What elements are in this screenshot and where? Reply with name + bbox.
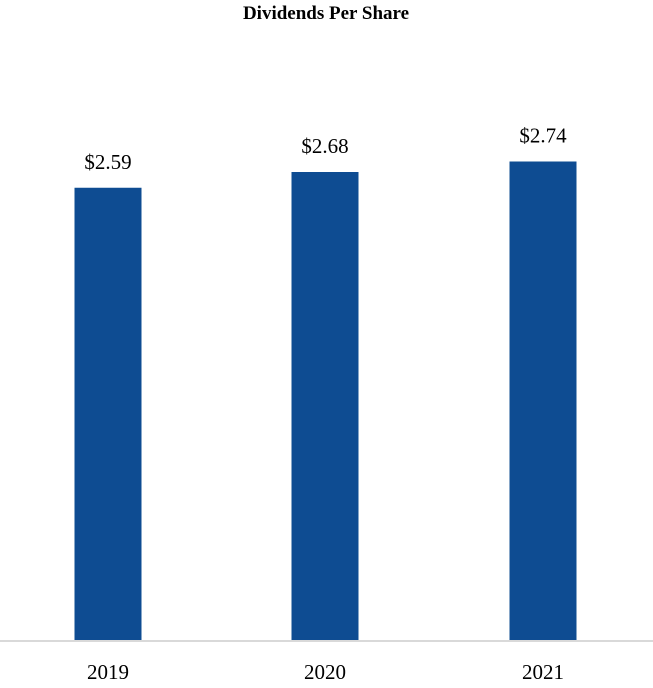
bars-layer <box>74 161 577 641</box>
bar-2020 <box>291 172 359 641</box>
bar-2019 <box>74 187 142 641</box>
x-tick-label-2020: 2020 <box>304 660 346 684</box>
data-label-2021: $2.74 <box>519 124 567 148</box>
data-label-2019: $2.59 <box>84 150 131 174</box>
labels-layer: $2.59 2019 $2.68 2020 $2.74 2021 <box>84 124 567 685</box>
chart-title: Dividends Per Share <box>243 3 409 24</box>
data-label-2020: $2.68 <box>301 134 348 158</box>
x-tick-label-2021: 2021 <box>522 660 564 684</box>
bar-2021 <box>509 161 577 641</box>
x-tick-label-2019: 2019 <box>87 660 129 684</box>
